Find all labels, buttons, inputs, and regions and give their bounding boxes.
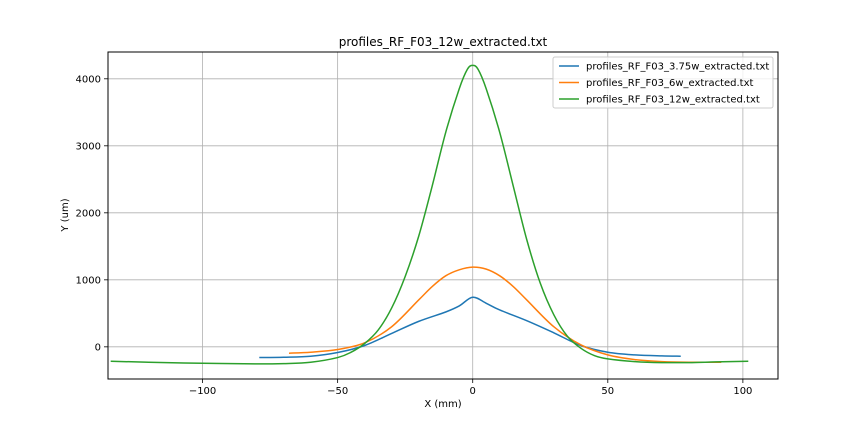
- x-tick-label: 50: [601, 386, 614, 397]
- legend-label: profiles_RF_F03_3.75w_extracted.txt: [586, 62, 769, 73]
- legend-box: [552, 56, 774, 109]
- y-tick-label: 4000: [76, 74, 101, 85]
- series-lines: [110, 64, 749, 365]
- x-tick-label: 0: [470, 386, 476, 397]
- series-line: [288, 266, 722, 364]
- legend-label: profiles_RF_F03_12w_extracted.txt: [586, 95, 760, 106]
- y-tick-label: 0: [95, 342, 101, 353]
- series-line: [259, 296, 681, 359]
- y-axis-label: Y (um): [60, 198, 71, 232]
- plot-area-frame: [107, 51, 779, 380]
- x-tick-label: 100: [733, 386, 752, 397]
- x-axis-label: X (mm): [424, 399, 461, 410]
- y-tick-label: 2000: [76, 208, 101, 219]
- series-line: [110, 64, 749, 365]
- x-tick-label: −100: [189, 386, 216, 397]
- y-tick-label: 3000: [76, 141, 101, 152]
- chart-title: profiles_RF_F03_12w_extracted.txt: [339, 35, 548, 49]
- legend: profiles_RF_F03_3.75w_extracted.txtprofi…: [552, 56, 774, 109]
- legend-label: profiles_RF_F03_6w_extracted.txt: [586, 78, 754, 89]
- y-tick-label: 1000: [76, 275, 101, 286]
- x-tick-label: −50: [327, 386, 348, 397]
